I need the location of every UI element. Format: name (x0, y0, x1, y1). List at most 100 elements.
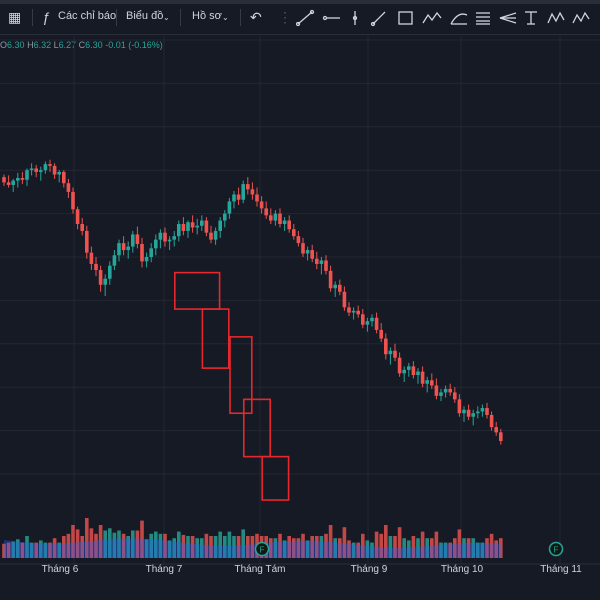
volume-bar (310, 536, 314, 558)
candle (66, 178, 71, 198)
candle-body (131, 234, 135, 247)
candle-body (121, 243, 126, 251)
candle (250, 182, 255, 200)
candle-body (80, 224, 84, 231)
horizontal-ray-icon[interactable] (322, 15, 341, 21)
trendline-icon[interactable] (296, 9, 315, 27)
candle (471, 409, 475, 426)
candle (287, 215, 291, 233)
volume-bar (39, 540, 43, 558)
candle (195, 218, 199, 235)
event-marker-circle (548, 541, 564, 557)
volume-bar (25, 536, 29, 558)
candle (448, 383, 452, 396)
candle-body (259, 201, 264, 209)
toolbar-divider (32, 9, 33, 26)
candle (39, 166, 43, 181)
time-axis: Tháng 6 Tháng 7 Tháng Tám Tháng 9 Tháng 10 Th… (0, 563, 600, 575)
candle-body (2, 177, 6, 183)
candle (319, 257, 324, 275)
candle-body (94, 263, 98, 271)
candle (25, 168, 29, 186)
candle (121, 236, 126, 256)
candle (80, 217, 84, 236)
indicators-button[interactable]: Các chỉ báo (58, 10, 117, 22)
volume-bar (393, 536, 397, 558)
candle-body (43, 164, 48, 171)
candle (48, 159, 52, 172)
candle-body (140, 243, 144, 262)
volume-bar (315, 536, 319, 558)
fx-icon[interactable]: ƒ (42, 9, 50, 25)
chevron-down-icon[interactable]: ⌄ (163, 13, 170, 22)
volume-bar (250, 536, 255, 558)
text-icon[interactable] (525, 11, 537, 25)
highlight-box (243, 398, 272, 458)
candle (393, 343, 397, 362)
volume-bar (425, 538, 429, 558)
candle-body (282, 220, 287, 225)
candle-body (439, 392, 443, 396)
volume-bar (52, 538, 57, 558)
candle-body (347, 307, 351, 313)
candle (402, 366, 406, 382)
candle-body (89, 252, 94, 264)
volume-bar (462, 538, 466, 558)
rectangle-icon[interactable] (398, 11, 413, 25)
chart-type-button[interactable]: Biểu đồ (126, 10, 164, 22)
volume-bar (172, 538, 176, 558)
candle-body (448, 388, 452, 393)
elliott-icon[interactable] (572, 11, 590, 24)
candle-body (163, 232, 167, 242)
candle (333, 281, 337, 297)
candle (126, 241, 130, 259)
volume-bar (29, 542, 34, 558)
candle (223, 210, 227, 228)
curve-icon[interactable] (450, 13, 468, 25)
fib-icon[interactable] (476, 12, 490, 25)
candle (296, 230, 301, 247)
candle (292, 224, 296, 240)
volume-bar (43, 542, 48, 558)
candle (457, 394, 462, 417)
grip-icon: ⋮ (278, 9, 292, 25)
candle (71, 187, 75, 214)
undo-icon[interactable]: ↶ (250, 9, 262, 25)
volume-bar (190, 536, 195, 558)
candle (85, 225, 89, 259)
candle (485, 402, 489, 419)
path-icon[interactable] (422, 11, 442, 24)
candle-body (149, 248, 153, 257)
volume-bar (89, 528, 94, 558)
candle (57, 170, 61, 183)
candle (379, 322, 383, 343)
candles-icon[interactable]: ▦ (8, 9, 22, 25)
pitchfork-icon[interactable] (499, 12, 517, 24)
candle (149, 243, 153, 263)
brush-icon[interactable] (370, 11, 386, 27)
low-label: L (53, 40, 59, 50)
volume-bar (282, 540, 287, 558)
candle (425, 376, 429, 393)
candle (227, 197, 232, 219)
vertical-line-icon[interactable] (352, 11, 358, 25)
candle-body (195, 225, 199, 228)
candle-body (186, 222, 190, 231)
candle (6, 175, 11, 188)
candle-body (103, 278, 107, 285)
candle (388, 347, 393, 365)
candle-body (25, 170, 29, 180)
volume-bar (2, 543, 6, 558)
volume-bar (328, 525, 333, 558)
volume-bar (420, 531, 425, 558)
chevron-down-icon[interactable]: ⌄ (222, 13, 229, 22)
pattern-icon[interactable] (547, 11, 565, 24)
volume-bar (167, 540, 172, 558)
volume-bar (453, 538, 457, 558)
volume-bar (397, 527, 402, 558)
profile-button[interactable]: Hồ sơ (192, 10, 222, 22)
volume-bar (16, 539, 20, 558)
candle (131, 230, 135, 253)
